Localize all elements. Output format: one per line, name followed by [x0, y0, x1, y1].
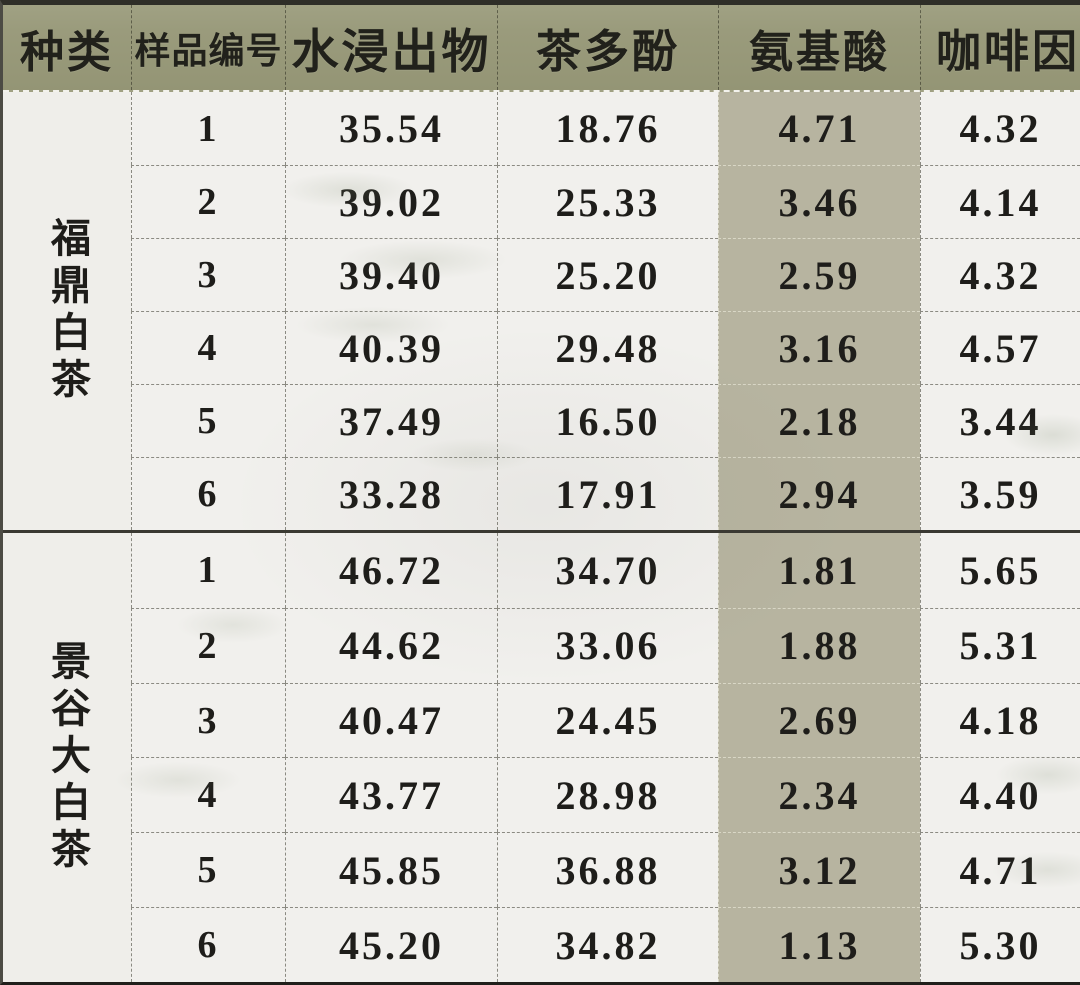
header-polyphenols: 茶多酚: [497, 5, 718, 90]
polyphenols-cell: 25.20: [497, 238, 718, 311]
water-extract-cell: 39.02: [285, 165, 497, 238]
amino-acids-cell: 2.94: [718, 457, 920, 530]
header-sample-number: 样品编号: [131, 5, 285, 90]
amino-acids-cell: 2.34: [718, 757, 920, 833]
header-category: 种类: [20, 27, 114, 77]
group-rows: 1 46.72 34.70 1.81 5.65 2 44.62 33.06 1.88 5.31 3 4…: [131, 533, 1080, 982]
caffeine-cell: 4.40: [920, 757, 1080, 833]
polyphenols-cell: 25.33: [497, 165, 718, 238]
amino-acids-cell: 1.88: [718, 607, 920, 683]
polyphenols-cell: 36.88: [497, 832, 718, 908]
caffeine-cell: 5.65: [920, 533, 1080, 608]
amino-acids-cell: 2.59: [718, 238, 920, 311]
water-extract-cell: 40.47: [285, 682, 497, 758]
polyphenols-cell: 34.82: [497, 907, 718, 982]
caffeine-cell: 3.44: [920, 384, 1080, 457]
header-water-extract: 水浸出物: [285, 5, 497, 90]
amino-acids-cell: 2.18: [718, 384, 920, 457]
header-amino-acids: 氨基酸: [718, 5, 920, 90]
polyphenols-cell: 34.70: [497, 533, 718, 608]
caffeine-cell: 5.30: [920, 907, 1080, 982]
amino-acids-cell: 4.71: [718, 92, 920, 165]
table-row: 4 40.39 29.48 3.16 4.57: [131, 311, 1080, 384]
table-row: 2 44.62 33.06 1.88 5.31: [131, 607, 1080, 683]
polyphenols-cell: 29.48: [497, 311, 718, 384]
caffeine-cell: 4.32: [920, 238, 1080, 311]
caffeine-cell: 4.14: [920, 165, 1080, 238]
caffeine-cell: 3.59: [920, 457, 1080, 530]
table-row: 2 39.02 25.33 3.46 4.14: [131, 165, 1080, 238]
sample-number-cell: 4: [131, 757, 285, 833]
polyphenols-cell: 24.45: [497, 682, 718, 758]
sample-number-cell: 3: [131, 682, 285, 758]
group-fuding-white-tea: 福鼎白茶 1 35.54 18.76 4.71 4.32 2 39.02 25.33 3.46 4…: [3, 92, 1080, 530]
table-row: 5 37.49 16.50 2.18 3.44: [131, 384, 1080, 457]
caffeine-cell: 4.18: [920, 682, 1080, 758]
table-row: 1 46.72 34.70 1.81 5.65: [131, 533, 1080, 608]
sample-number-cell: 4: [131, 311, 285, 384]
table-row: 3 39.40 25.20 2.59 4.32: [131, 238, 1080, 311]
polyphenols-cell: 18.76: [497, 92, 718, 165]
water-extract-cell: 46.72: [285, 533, 497, 608]
water-extract-cell: 43.77: [285, 757, 497, 833]
water-extract-cell: 45.20: [285, 907, 497, 982]
water-extract-cell: 44.62: [285, 607, 497, 683]
header-caffeine: 咖啡因: [920, 5, 1080, 90]
water-extract-cell: 39.40: [285, 238, 497, 311]
group-jinggu-large-white-tea: 景谷大白茶 1 46.72 34.70 1.81 5.65 2 44.62 33.06 1.88…: [3, 533, 1080, 982]
caffeine-cell: 4.71: [920, 832, 1080, 908]
sample-number-cell: 1: [131, 533, 285, 608]
group-rows: 1 35.54 18.76 4.71 4.32 2 39.02 25.33 3.46 4.14 3 3…: [131, 92, 1080, 530]
sample-number-cell: 5: [131, 832, 285, 908]
water-extract-cell: 45.85: [285, 832, 497, 908]
amino-acids-cell: 1.13: [718, 907, 920, 982]
amino-acids-cell: 3.12: [718, 832, 920, 908]
caffeine-cell: 5.31: [920, 607, 1080, 683]
water-extract-cell: 40.39: [285, 311, 497, 384]
category-label: 福鼎白茶: [3, 92, 131, 530]
sample-number-cell: 6: [131, 907, 285, 982]
water-extract-cell: 37.49: [285, 384, 497, 457]
sample-number-cell: 1: [131, 92, 285, 165]
polyphenols-cell: 33.06: [497, 607, 718, 683]
table-row: 4 43.77 28.98 2.34 4.40: [131, 757, 1080, 833]
sample-number-cell: 6: [131, 457, 285, 530]
sample-number-cell: 2: [131, 165, 285, 238]
sample-number-cell: 3: [131, 238, 285, 311]
table-header-row: 种类 样品编号 水浸出物 茶多酚 氨基酸 咖啡因: [3, 5, 1080, 92]
table-row: 6 45.20 34.82 1.13 5.30: [131, 907, 1080, 982]
sample-number-cell: 2: [131, 607, 285, 683]
polyphenols-cell: 17.91: [497, 457, 718, 530]
table-row: 5 45.85 36.88 3.12 4.71: [131, 832, 1080, 908]
water-extract-cell: 33.28: [285, 457, 497, 530]
amino-acids-cell: 1.81: [718, 533, 920, 608]
polyphenols-cell: 16.50: [497, 384, 718, 457]
table-row: 1 35.54 18.76 4.71 4.32: [131, 92, 1080, 165]
polyphenols-cell: 28.98: [497, 757, 718, 833]
water-extract-cell: 35.54: [285, 92, 497, 165]
sample-number-cell: 5: [131, 384, 285, 457]
category-label: 景谷大白茶: [3, 533, 131, 982]
table-row: 3 40.47 24.45 2.69 4.18: [131, 682, 1080, 758]
amino-acids-cell: 3.16: [718, 311, 920, 384]
group-separator-line: [3, 530, 1080, 533]
amino-acids-cell: 3.46: [718, 165, 920, 238]
caffeine-cell: 4.32: [920, 92, 1080, 165]
caffeine-cell: 4.57: [920, 311, 1080, 384]
table-row: 6 33.28 17.91 2.94 3.59: [131, 457, 1080, 530]
amino-acids-cell: 2.69: [718, 682, 920, 758]
